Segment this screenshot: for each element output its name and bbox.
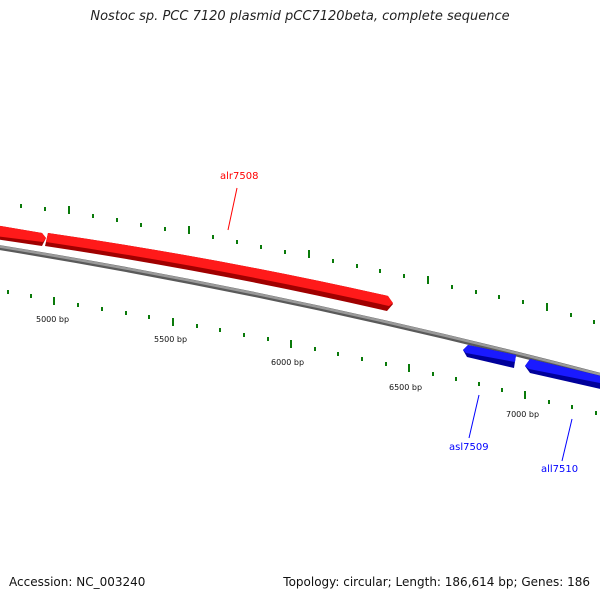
gene-arrow <box>0 225 46 242</box>
gene-arrow <box>463 345 516 362</box>
scale-label: 5000 bp <box>36 315 69 324</box>
topology-summary: Topology: circular; Length: 186,614 bp; … <box>283 575 590 589</box>
gene-callout-line <box>561 418 573 462</box>
gene-label-all7510[interactable]: all7510 <box>541 464 578 475</box>
gene-feature-all7510[interactable] <box>525 359 600 390</box>
gene-feature-alr7508[interactable] <box>45 233 393 311</box>
map-title: Nostoc sp. PCC 7120 plasmid pCC7120beta,… <box>90 9 510 24</box>
scale-label: 5500 bp <box>154 335 187 344</box>
gene-arrow <box>46 233 393 306</box>
gene-label-alr7508[interactable]: alr7508 <box>220 171 258 182</box>
outer-tick-row <box>20 204 595 324</box>
scale-label: 6000 bp <box>271 358 304 367</box>
gene-callout-line <box>468 394 480 439</box>
scale-label: 6500 bp <box>389 383 422 392</box>
gene-feature-prev[interactable] <box>0 225 46 246</box>
gene-feature-asl7509[interactable] <box>463 345 516 368</box>
scale-label: 7000 bp <box>506 410 539 419</box>
gene-callout-line <box>227 187 238 231</box>
inner-tick-row <box>7 290 597 415</box>
gene-arrow <box>525 359 600 384</box>
backbone <box>0 245 600 376</box>
accession-label: Accession: NC_003240 <box>9 575 146 589</box>
gene-label-asl7509[interactable]: asl7509 <box>449 442 489 453</box>
